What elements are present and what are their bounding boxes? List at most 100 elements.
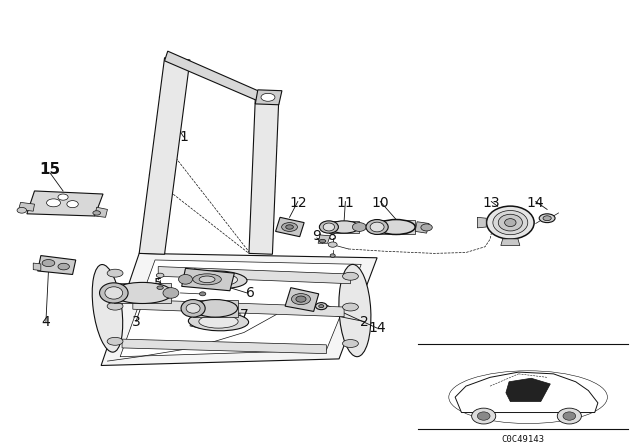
Text: 4: 4 [42,314,51,328]
Ellipse shape [563,412,576,420]
Ellipse shape [17,207,27,213]
Ellipse shape [472,408,496,424]
Polygon shape [133,300,344,317]
Text: 2: 2 [360,314,369,328]
Ellipse shape [156,273,164,278]
Ellipse shape [370,222,384,232]
Ellipse shape [181,300,205,317]
Ellipse shape [557,408,581,424]
Ellipse shape [504,219,516,227]
Text: 3: 3 [132,314,140,328]
Ellipse shape [291,293,310,305]
Ellipse shape [285,225,293,229]
Text: 12: 12 [289,196,307,210]
Ellipse shape [92,264,123,352]
Ellipse shape [353,223,366,232]
Ellipse shape [316,302,327,310]
Ellipse shape [323,223,335,231]
Ellipse shape [543,216,551,220]
Polygon shape [27,191,103,216]
Ellipse shape [107,337,123,345]
Ellipse shape [377,220,415,234]
Polygon shape [158,267,351,284]
Ellipse shape [58,194,68,200]
Polygon shape [415,222,429,233]
Ellipse shape [199,315,238,328]
Text: 8: 8 [328,229,337,243]
Polygon shape [477,217,486,228]
Ellipse shape [330,254,335,257]
Text: 13: 13 [483,196,500,210]
Polygon shape [285,288,319,311]
Polygon shape [455,372,598,413]
Text: 14: 14 [368,321,386,335]
Ellipse shape [193,274,221,285]
Ellipse shape [296,296,306,302]
Ellipse shape [493,211,528,235]
Polygon shape [38,255,76,275]
Polygon shape [255,90,282,105]
Ellipse shape [107,269,123,277]
Text: 6: 6 [246,286,255,300]
Polygon shape [19,202,35,211]
Ellipse shape [329,221,359,233]
Text: 5: 5 [154,277,163,291]
Text: 15: 15 [40,162,61,177]
Polygon shape [120,260,361,357]
Polygon shape [193,300,237,317]
Text: C0C49143: C0C49143 [502,435,545,444]
Ellipse shape [42,259,55,267]
Polygon shape [190,269,205,286]
Ellipse shape [105,287,123,299]
Ellipse shape [421,224,432,231]
Polygon shape [506,378,550,401]
Polygon shape [329,221,359,233]
Ellipse shape [199,276,215,283]
Ellipse shape [100,283,128,303]
Ellipse shape [540,214,555,223]
Polygon shape [164,51,263,102]
Ellipse shape [486,206,534,239]
Ellipse shape [342,340,358,348]
Ellipse shape [366,220,388,234]
Ellipse shape [200,274,237,286]
Text: 11: 11 [337,196,355,210]
Ellipse shape [261,93,275,101]
Ellipse shape [186,303,200,313]
Polygon shape [33,263,41,271]
Ellipse shape [282,223,298,232]
Polygon shape [318,235,330,243]
Ellipse shape [58,263,69,270]
Ellipse shape [499,214,522,231]
Ellipse shape [112,282,173,303]
Polygon shape [276,217,304,237]
Polygon shape [377,220,415,234]
Ellipse shape [319,221,339,233]
Text: 10: 10 [371,196,389,210]
Ellipse shape [342,303,358,311]
Ellipse shape [67,201,78,208]
Polygon shape [182,268,234,291]
Ellipse shape [188,312,248,331]
Ellipse shape [200,292,206,296]
Polygon shape [101,254,377,366]
Ellipse shape [477,412,490,420]
Polygon shape [95,207,108,217]
Polygon shape [114,283,171,303]
Ellipse shape [339,264,371,357]
Text: 14: 14 [527,196,545,210]
Ellipse shape [319,239,326,243]
Ellipse shape [190,271,247,289]
Ellipse shape [107,302,123,310]
Ellipse shape [93,211,100,215]
Text: 7: 7 [239,308,248,322]
Ellipse shape [163,288,179,298]
Ellipse shape [319,305,324,308]
Polygon shape [190,310,205,328]
Ellipse shape [157,286,163,289]
Ellipse shape [342,272,358,280]
Ellipse shape [179,275,193,284]
Polygon shape [501,239,520,246]
Ellipse shape [47,199,61,207]
Polygon shape [139,58,190,254]
